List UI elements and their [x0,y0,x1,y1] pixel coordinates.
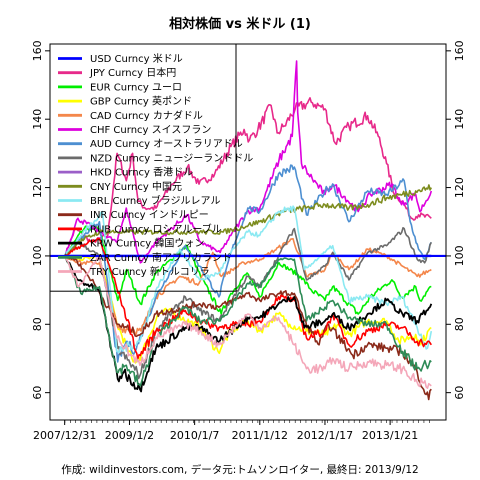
legend-entry-usd: USD Curncy 米ドル [90,52,183,65]
legend-entry-hkd: HKD Curncy 香港ドル [90,167,193,179]
series-line-inr [64,253,432,401]
y-tick-label-left-120: 120 [31,177,44,198]
legend-entry-gbp: GBP Curncy 英ポンド [90,95,192,108]
series-line-chf [64,60,433,264]
y-tick-label-right-160: 160 [453,40,466,61]
series-line-cad [64,238,432,335]
series-line-nzd [64,227,433,380]
series-line-eur [64,225,432,315]
legend-entry-cny: CNY Curncy 中国元 [90,180,182,193]
series-line-jpy [64,97,432,257]
legend-entry-aud: AUD Curncy オーストラリアドル [90,138,243,150]
legend-box [49,43,237,292]
chart-title: 相対株価 vs 米ドル (1) [169,16,311,32]
legend-entry-brl: BRL Curncy ブラジルレアル [90,194,220,207]
legend-entry-eur: EUR Curncy ユーロ [90,82,182,93]
x-tick-label-3: 2011/1/12 [232,429,288,442]
series-line-aud [63,164,432,363]
x-tick-label-1: 2009/1/2 [105,429,154,442]
x-tick-label-4: 2012/1/17 [297,429,353,442]
legend-entry-try: TRY Curncy 新トルコリラ [89,265,210,278]
series-line-cny [64,184,433,257]
legend-entry-jpy: JPY Curncy 日本円 [89,66,176,79]
legend-entry-zar: ZAR Curncy 南アフリカランド [90,251,232,264]
y-tick-label-right-60: 60 [453,386,466,400]
y-tick-label-right-100: 100 [453,245,466,266]
x-tick-label-5: 2013/1/21 [362,429,418,442]
y-tick-label-left-100: 100 [31,245,44,266]
legend-entry-chf: CHF Curncy スイスフラン [90,124,211,136]
y-tick-label-left-140: 140 [31,109,44,130]
series-line-krw [63,255,433,393]
chart-caption: 作成: wildinvestors.com, データ元:トムソンロイター, 最終… [61,463,418,476]
series-line-brl [64,205,433,354]
y-tick-label-right-140: 140 [453,109,466,130]
legend-entry-nzd: NZD Curncy ニュージーランドドル [90,152,253,164]
legend-entry-krw: KRW Curncy 韓国ウォン [90,238,204,250]
y-tick-label-left-160: 160 [31,40,44,61]
legend-entry-inr: INR Curncy インドルピー [90,209,209,221]
series-line-zar [64,255,432,387]
axis-layer: 60 60 80 80 100 100 120 120 140 140 160 160 2007/12/… [31,40,466,442]
y-tick-label-right-80: 80 [453,317,466,331]
y-tick-label-left-80: 80 [31,317,44,331]
x-tick-label-2: 2010/1/7 [170,429,219,442]
legend-entry-cad: CAD Curncy カナダドル [90,109,203,122]
y-tick-label-left-60: 60 [31,386,44,400]
x-tick-label-0: 2007/12/31 [33,429,96,442]
y-tick-label-right-120: 120 [453,177,466,198]
legend-entry-rub: RUB Curncy ロシアルーブル [90,222,222,235]
series-line-try [64,255,432,389]
